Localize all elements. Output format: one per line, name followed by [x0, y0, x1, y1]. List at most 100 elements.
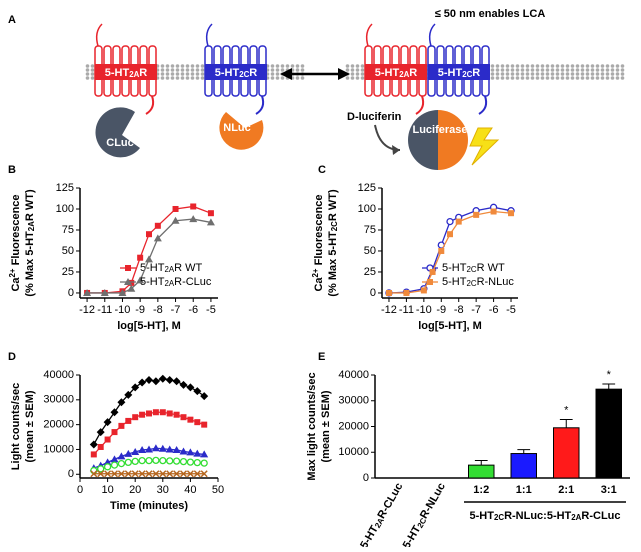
x-tick-label: -8 [153, 304, 163, 316]
nluc-label: NLuc [223, 122, 251, 134]
marker [159, 470, 167, 478]
text-part: 2C [239, 70, 249, 79]
y-tick-label: 20000 [43, 419, 74, 431]
marker [447, 231, 453, 238]
double-arrow [280, 68, 350, 80]
marker [153, 234, 162, 242]
marker [193, 449, 202, 457]
y-axis-label: (% Max 5-HT2CR WT) [327, 189, 340, 297]
y-tick-label: 100 [56, 203, 74, 215]
y-tick-label: 0 [68, 468, 74, 480]
significance: * [564, 404, 569, 416]
receptor-loop [428, 23, 436, 47]
receptor-tail [255, 95, 265, 115]
marker [190, 203, 197, 210]
legend-marker [124, 278, 132, 285]
text-part: 2C [494, 513, 504, 522]
receptor-band [95, 64, 157, 80]
marker [438, 247, 445, 254]
text-part: 5-HT [375, 67, 400, 79]
x-tick-label: 30 [157, 484, 169, 496]
marker [110, 461, 119, 469]
text-part: 2A [164, 265, 174, 274]
marker [186, 458, 195, 466]
marker [90, 451, 97, 458]
series-line [388, 210, 512, 294]
error-bar [517, 449, 531, 454]
series-line [87, 205, 212, 294]
marker [117, 452, 126, 460]
x-tick-label: 1:1 [516, 484, 532, 496]
marker [179, 447, 188, 455]
cluc-shape [95, 107, 140, 158]
x-tick-label: -7 [171, 304, 181, 316]
marker [104, 470, 112, 478]
receptor-loop [95, 23, 103, 47]
text-part: 2+ [311, 268, 320, 277]
marker [146, 231, 152, 238]
text-part: R WT) [24, 189, 36, 221]
text-part: 5-HT [105, 67, 130, 79]
receptor-band [365, 64, 427, 80]
marker [200, 450, 209, 458]
marker [172, 377, 181, 386]
text-part: Ca [10, 277, 22, 292]
bar [595, 388, 622, 479]
y-tick-label: 10000 [338, 446, 369, 458]
marker [124, 470, 132, 478]
series-line [87, 218, 212, 294]
marker [136, 276, 145, 284]
y-tick-label: 40000 [43, 369, 74, 381]
marker [138, 445, 147, 453]
marker [193, 458, 201, 467]
marker [125, 417, 132, 424]
marker [118, 422, 125, 429]
marker [171, 216, 180, 224]
marker [207, 210, 214, 217]
x-tick-label: -11 [399, 304, 414, 316]
y-axis-label: Ca2+ Fluorescence [8, 194, 22, 291]
receptor-loop [365, 23, 373, 47]
panel-letter: E [318, 351, 325, 363]
marker [138, 470, 146, 478]
marker [103, 458, 112, 466]
text-part: Fluorescence [10, 194, 22, 268]
marker [158, 374, 167, 383]
marker [173, 470, 181, 478]
text-part: R-CLuc [174, 276, 212, 288]
marker [152, 456, 160, 465]
panel-letter: A [8, 14, 16, 26]
marker [151, 444, 160, 452]
x-tick-label: 5-HT2CR-NLuc [401, 481, 449, 547]
marker [104, 436, 111, 443]
marker [145, 255, 153, 263]
marker [508, 210, 515, 217]
x-tick-label: -10 [416, 304, 432, 316]
marker [158, 444, 167, 452]
y-axis-label: Ca2+ Fluorescence [311, 194, 325, 291]
text-part: Fluorescence [313, 194, 325, 268]
marker [179, 457, 188, 466]
x-tick-label: -6 [489, 304, 499, 316]
y-tick-label: 125 [56, 182, 74, 194]
marker [139, 411, 146, 418]
legend-label: 5-HT2CR-NLuc [442, 276, 514, 289]
text-part: (% Max 5-HT [327, 231, 339, 297]
marker [159, 409, 166, 416]
marker [145, 456, 153, 465]
y-tick-label: 30000 [43, 394, 74, 406]
luciferase-right [438, 110, 468, 170]
marker [110, 470, 119, 478]
significance: * [607, 369, 612, 381]
marker [490, 208, 497, 215]
marker [117, 459, 126, 468]
y-tick-label: 125 [358, 182, 376, 194]
marker [124, 449, 133, 457]
cluc-label: CLuc [106, 137, 134, 149]
text-part: 2A [164, 279, 174, 288]
group-label: 5-HT2CR-NLuc:5-HT2AR-CLuc [470, 510, 621, 523]
text-part: 2+ [8, 268, 17, 277]
marker [166, 410, 173, 417]
marker [152, 409, 159, 416]
x-tick-label: -7 [471, 304, 481, 316]
